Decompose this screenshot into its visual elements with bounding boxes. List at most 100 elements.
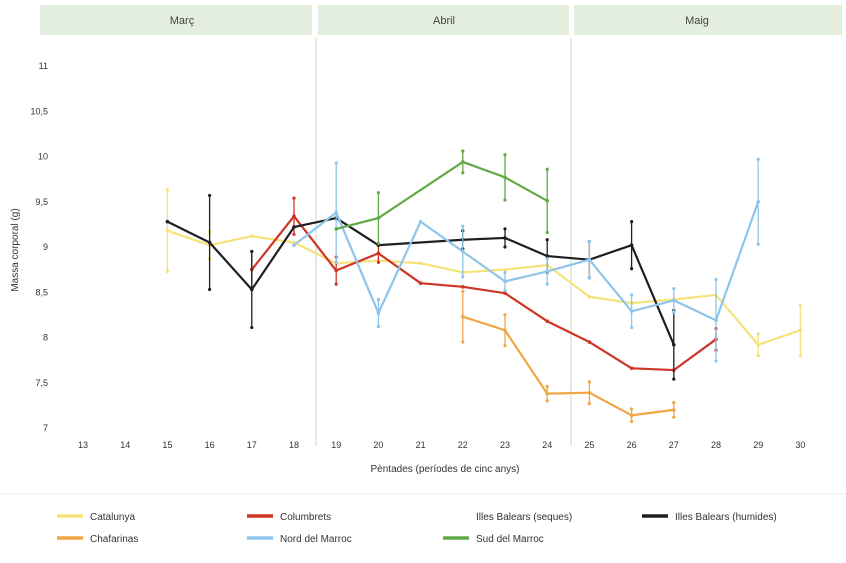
x-tick-label: 19	[331, 440, 341, 450]
x-tick-label: 26	[627, 440, 637, 450]
data-point	[587, 257, 592, 262]
x-tick-label: 17	[247, 440, 257, 450]
error-cap	[165, 269, 169, 274]
error-cap	[545, 167, 549, 171]
series-line	[335, 160, 548, 230]
legend-label: Illes Balears (humides)	[675, 512, 777, 523]
series-line	[166, 216, 675, 346]
data-point	[461, 249, 465, 254]
data-point	[418, 281, 423, 286]
error-cap	[756, 242, 760, 246]
data-point	[503, 175, 507, 180]
error-cap	[376, 241, 380, 245]
data-point	[503, 267, 507, 272]
error-cap	[714, 359, 718, 363]
month-bands: Març Abril Maig	[40, 5, 842, 35]
x-tick-label: 21	[416, 440, 426, 450]
error-cap	[376, 191, 380, 195]
error-cap	[545, 230, 549, 235]
error-cap	[587, 239, 592, 244]
error-cap	[545, 238, 549, 242]
data-point	[334, 210, 339, 215]
data-point	[672, 408, 676, 412]
x-tick-label: 15	[162, 440, 172, 450]
data-point	[418, 261, 423, 266]
error-cap	[334, 260, 338, 264]
error-cap	[672, 287, 676, 291]
error-cap	[798, 354, 803, 358]
series-line	[293, 201, 760, 322]
data-point	[461, 314, 465, 319]
y-tick-labels: 11 10,5 10 9,5 9 8,5 8 7,5 7	[30, 61, 48, 433]
y-tick-label: 9,5	[35, 197, 48, 207]
data-point	[292, 243, 296, 247]
legend-label: Columbrets	[280, 512, 331, 523]
x-tick-label: 20	[373, 440, 383, 450]
data-point	[334, 268, 339, 273]
error-cap	[587, 380, 592, 384]
data-point	[503, 291, 507, 295]
data-point	[461, 285, 465, 289]
data-point	[545, 269, 549, 274]
data-point	[672, 298, 676, 303]
error-cap	[672, 310, 676, 314]
error-cap	[545, 282, 549, 286]
error-cap	[376, 260, 380, 264]
data-point	[587, 340, 592, 344]
y-tick-label: 9	[43, 242, 48, 252]
data-point	[292, 214, 296, 219]
data-point	[165, 219, 170, 224]
y-tick-label: 8	[43, 333, 48, 343]
error-cap	[461, 224, 465, 228]
error-cap	[756, 354, 760, 358]
month-label-maig: Maig	[685, 15, 709, 27]
x-tick-labels: 13 14 15 16 17 18 19 20 21 22 23 24 25 26 27 28 29 30	[78, 440, 805, 450]
x-tick-label: 14	[120, 440, 130, 450]
series-line	[462, 315, 674, 417]
legend: Catalunya Chafarinas Columbrets Nord del Ma…	[57, 512, 777, 545]
error-cap	[503, 227, 507, 231]
error-cap	[672, 415, 676, 419]
data-point	[503, 279, 507, 284]
error-cap	[334, 282, 338, 286]
error-cap	[503, 288, 507, 293]
data-point	[629, 413, 634, 418]
y-tick-label: 10	[38, 152, 48, 162]
error-cap	[630, 325, 634, 330]
error-cap	[503, 344, 507, 348]
error-cap	[292, 196, 296, 200]
error-cap	[545, 257, 549, 261]
series-6	[334, 149, 549, 245]
y-tick-label: 10,5	[30, 106, 48, 116]
series-0	[165, 188, 803, 358]
y-tick-label: 7,5	[35, 378, 48, 388]
error-cap	[292, 232, 296, 236]
series-5	[292, 157, 760, 363]
x-tick-label: 29	[753, 440, 763, 450]
x-tick-label: 23	[500, 440, 510, 450]
y-tick-label: 11	[39, 61, 48, 71]
error-cap	[461, 149, 465, 153]
data-point	[587, 294, 592, 299]
error-cap	[461, 275, 465, 279]
error-cap	[630, 293, 634, 297]
data-point	[756, 342, 760, 347]
data-point	[250, 287, 254, 292]
error-cap	[545, 384, 549, 388]
legend-label: Nord del Marroc	[280, 534, 352, 545]
error-cap	[672, 377, 676, 381]
error-cap	[545, 399, 549, 403]
x-tick-label: 13	[78, 440, 88, 450]
error-cap	[503, 153, 507, 157]
error-cap	[503, 198, 507, 202]
x-tick-label: 16	[205, 440, 215, 450]
data-point	[418, 219, 423, 224]
data-point	[292, 225, 296, 229]
x-axis-title: Pèntades (períodes de cinc anys)	[371, 464, 520, 475]
month-band-maig	[574, 5, 842, 35]
x-tick-label: 28	[711, 440, 721, 450]
error-cap	[630, 407, 634, 411]
error-cap	[250, 249, 254, 254]
error-cap	[587, 401, 592, 406]
